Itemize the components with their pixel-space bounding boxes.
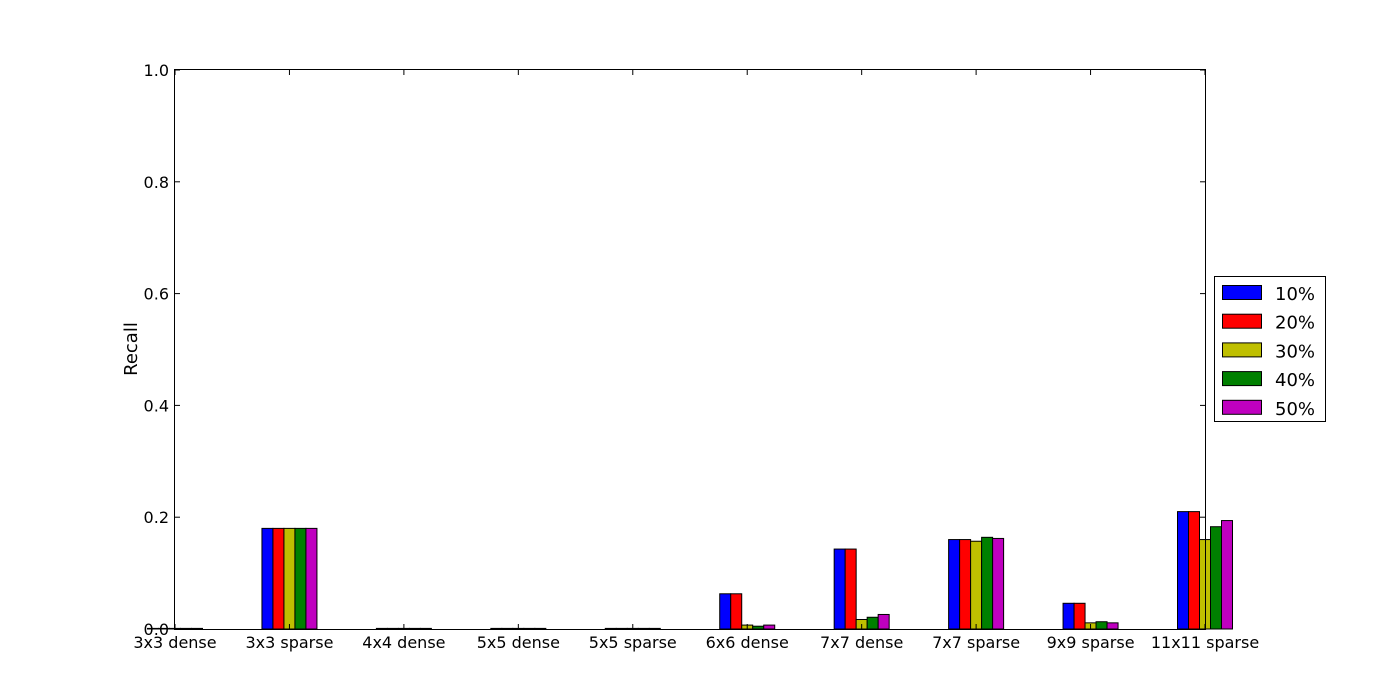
bar-9x9-sparse-10pct	[1062, 602, 1075, 630]
x-tick-label: 4x4 dense	[362, 633, 445, 652]
bar-4x4-dense-20pct	[386, 627, 399, 630]
bar-7x7-dense-20pct	[844, 548, 857, 630]
x-axis: 3x3 dense 3x3 sparse 4x4 dense 5x5 dense 5x5…	[133, 70, 1259, 652]
bar-6x6-dense-20pct	[730, 593, 743, 630]
legend: 10% 20% 30% 40% 50%	[1214, 276, 1326, 422]
x-tick-label: 5x5 sparse	[589, 633, 677, 652]
bar-4x4-dense-50pct	[419, 627, 432, 630]
legend-swatch	[1222, 399, 1262, 415]
bar-3x3-sparse-50pct	[305, 527, 318, 630]
y-tick-label: 1.0	[144, 61, 169, 80]
bar-7x7-sparse-50pct	[992, 537, 1005, 630]
x-tick-label: 6x6 dense	[706, 633, 789, 652]
y-axis-label: Recall	[121, 322, 142, 376]
bar-5x5-dense-40pct	[523, 627, 536, 630]
bar-4x4-dense-10pct	[375, 627, 388, 630]
bar-9x9-sparse-50pct	[1106, 622, 1119, 630]
bar-11x11-sparse-20pct	[1188, 511, 1200, 630]
bar-3x3-sparse-30pct	[283, 527, 296, 630]
bar-3x3-sparse-40pct	[294, 527, 307, 630]
bar-3x3-sparse-10pct	[261, 527, 274, 630]
bar-7x7-sparse-40pct	[981, 536, 994, 630]
bar-9x9-sparse-20pct	[1073, 602, 1086, 630]
bar-5x5-sparse-40pct	[637, 627, 650, 630]
bar-6x6-dense-40pct	[752, 625, 765, 630]
plot-frame	[174, 69, 1206, 630]
bar-5x5-dense-10pct	[490, 627, 503, 630]
bar-3x3-dense-50pct	[191, 627, 203, 630]
legend-swatch	[1222, 342, 1262, 358]
legend-label: 50%	[1275, 399, 1315, 420]
y-axis: 0.0 0.2 0.4 0.6 0.8 1.0	[144, 61, 1205, 639]
y-tick-label: 0.2	[144, 508, 169, 527]
bar-11x11-sparse-50pct	[1221, 520, 1233, 630]
x-tick-label: 3x3 dense	[133, 633, 216, 652]
bar-4x4-dense-40pct	[408, 627, 421, 630]
bar-9x9-sparse-40pct	[1095, 621, 1108, 630]
bar-7x7-dense-50pct	[877, 613, 890, 630]
legend-swatch	[1222, 371, 1262, 387]
bar-11x11-sparse-10pct	[1177, 511, 1189, 630]
bars-layer	[147, 511, 1233, 630]
legend-label: 30%	[1275, 341, 1315, 362]
bar-7x7-dense-10pct	[833, 548, 846, 630]
bar-6x6-dense-50pct	[763, 624, 776, 630]
y-tick-label: 0.8	[144, 173, 169, 192]
y-tick-label: 0.0	[144, 620, 169, 639]
x-tick-label: 7x7 sparse	[932, 633, 1020, 652]
y-tick-label: 0.6	[144, 285, 169, 304]
legend-swatch	[1222, 313, 1262, 329]
x-tick-label: 11x11 sparse	[1151, 633, 1259, 652]
bar-3x3-sparse-20pct	[272, 527, 285, 630]
bar-5x5-dense-50pct	[534, 627, 547, 630]
bar-3x3-dense-40pct	[180, 627, 192, 630]
bar-5x5-sparse-50pct	[648, 627, 661, 630]
bar-7x7-sparse-20pct	[959, 539, 972, 630]
legend-swatch	[1222, 285, 1262, 300]
bar-7x7-dense-40pct	[866, 616, 879, 630]
legend-label: 40%	[1275, 370, 1315, 391]
x-tick-label: 7x7 dense	[820, 633, 903, 652]
x-tick-label: 3x3 sparse	[245, 633, 333, 652]
bar-5x5-sparse-10pct	[604, 627, 617, 630]
x-tick-label: 5x5 dense	[477, 633, 560, 652]
bar-7x7-sparse-10pct	[948, 539, 961, 630]
legend-label: 10%	[1275, 284, 1315, 305]
y-tick-label: 0.4	[144, 396, 169, 415]
x-tick-label: 9x9 sparse	[1047, 633, 1135, 652]
bar-5x5-sparse-20pct	[615, 627, 628, 630]
bar-11x11-sparse-40pct	[1210, 526, 1222, 630]
bar-5x5-dense-20pct	[501, 627, 514, 630]
legend-label: 20%	[1275, 313, 1315, 334]
bar-7x7-sparse-30pct	[970, 540, 983, 630]
bar-6x6-dense-10pct	[719, 593, 732, 630]
